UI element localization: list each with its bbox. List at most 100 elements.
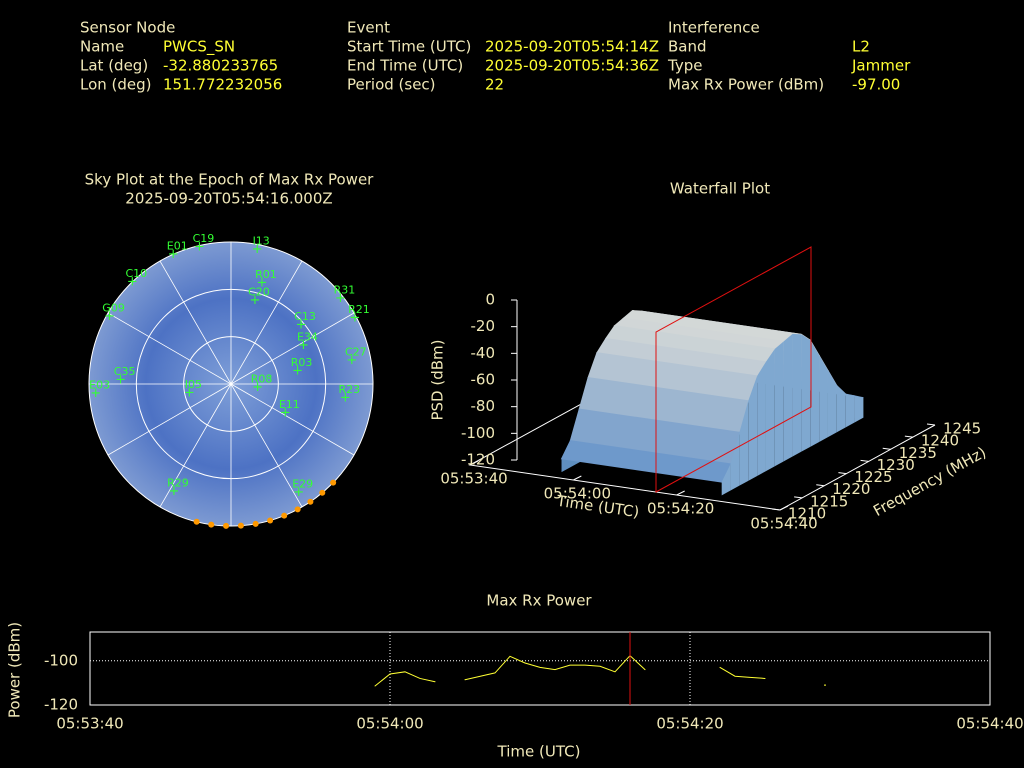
- surface-front: [721, 463, 731, 496]
- satellite-marker: +: [252, 380, 263, 395]
- satellite-label: C19: [193, 232, 215, 245]
- y-tick: [838, 472, 847, 475]
- satellite-marker: +: [298, 338, 309, 353]
- track-point: [330, 479, 337, 486]
- y-tick-label: 1220: [832, 480, 870, 498]
- x-tick-label: 05:54:00: [356, 715, 423, 733]
- field-value: Jammer: [851, 57, 911, 75]
- section-title: Event: [347, 19, 390, 37]
- track-point: [237, 522, 244, 529]
- satellite-label: G09: [102, 302, 125, 315]
- satellite-label: C27: [345, 346, 367, 359]
- z-axis-label: PSD (dBm): [429, 339, 447, 420]
- surface-front: [774, 341, 784, 467]
- surface-front: [810, 340, 820, 447]
- track-point: [281, 512, 288, 519]
- track-point: [223, 522, 230, 529]
- surface-front: [827, 370, 837, 438]
- z-tick-label: -60: [471, 371, 496, 389]
- satellite-marker: +: [292, 364, 303, 379]
- satellite-marker: +: [184, 385, 195, 400]
- x-tick-label: 05:54:40: [956, 715, 1023, 733]
- field-value: 2025-09-20T05:54:14Z: [485, 38, 659, 56]
- track-point: [294, 506, 301, 513]
- satellite-label: C35: [114, 365, 136, 378]
- x-tick-label: 05:53:40: [56, 715, 123, 733]
- y-tick-label: 1215: [810, 492, 848, 510]
- x-tick-label: 05:54:00: [544, 485, 611, 503]
- satellite-marker: +: [168, 247, 179, 262]
- satellite-label: R01: [255, 268, 277, 281]
- satellite-label: C10: [126, 267, 148, 280]
- chart-title: Sky Plot at the Epoch of Max Rx Power: [85, 171, 375, 189]
- surface-front: [845, 394, 855, 428]
- y-axis-label: Power (dBm): [6, 622, 24, 718]
- azimuth-spoke: [159, 260, 232, 385]
- chart-title: Waterfall Plot: [670, 180, 770, 198]
- data-point: [824, 684, 826, 686]
- satellite-marker: +: [340, 391, 351, 406]
- satellite-label: E34: [297, 330, 318, 343]
- y-tick-label: 1240: [921, 432, 959, 450]
- y-tick-label: -120: [44, 696, 78, 714]
- satellite-marker: +: [293, 485, 304, 500]
- satellite-marker: +: [169, 484, 180, 499]
- azimuth-spoke: [230, 312, 355, 385]
- track-point: [319, 489, 326, 496]
- y-tick-label: 1225: [854, 468, 892, 486]
- y-tick: [816, 484, 825, 487]
- satellite-label: R31: [334, 284, 356, 297]
- satellite-marker: +: [194, 240, 205, 255]
- satellite-marker: +: [90, 386, 101, 401]
- track-point: [252, 520, 259, 527]
- section-title: Interference: [668, 19, 760, 37]
- field-value: -32.880233765: [163, 57, 278, 75]
- y-tick-label: 1210: [788, 505, 826, 523]
- track-point: [193, 518, 200, 525]
- z-tick-label: -120: [461, 451, 495, 469]
- y-tick-label: -100: [44, 651, 78, 669]
- satellite-label: E29: [292, 477, 313, 490]
- surface-front: [792, 333, 802, 457]
- y-tick: [771, 508, 781, 511]
- satellite-label: I05: [185, 378, 202, 391]
- satellite-marker: +: [335, 291, 346, 306]
- track-point: [267, 517, 274, 524]
- surface-front: [854, 395, 864, 423]
- satellite-label: R23: [338, 383, 360, 396]
- satellite-label: E03: [89, 378, 110, 391]
- azimuth-spoke: [230, 383, 303, 508]
- surface-front: [730, 432, 740, 491]
- field-value: 2025-09-20T05:54:36Z: [485, 57, 659, 75]
- field-label: End Time (UTC): [347, 57, 463, 75]
- surface-front: [739, 400, 749, 486]
- surface-front: [757, 361, 766, 476]
- satellite-marker: +: [256, 275, 267, 290]
- satellite-marker: +: [296, 318, 307, 333]
- satellite-marker: +: [346, 353, 357, 368]
- azimuth-spoke: [107, 383, 232, 456]
- azimuth-spoke: [107, 312, 232, 385]
- field-label: Lat (deg): [80, 57, 148, 75]
- y-tick: [860, 459, 869, 462]
- satellite-marker: +: [280, 405, 291, 420]
- z-tick-label: -80: [471, 397, 496, 415]
- field-label: Start Time (UTC): [347, 38, 471, 56]
- field-value: L2: [852, 38, 870, 56]
- field-value: 22: [485, 76, 504, 94]
- x-tick: [779, 505, 789, 511]
- x-tick: [676, 490, 685, 496]
- field-label: Name: [80, 38, 124, 56]
- chart-title: Max Rx Power: [486, 592, 592, 610]
- surface-front: [801, 334, 811, 452]
- y-tick: [794, 496, 803, 499]
- satellite-label: I13: [253, 234, 270, 247]
- z-tick-label: 0: [485, 291, 495, 309]
- satellite-label: R03: [291, 356, 313, 369]
- x-tick-label: 05:53:40: [440, 470, 507, 488]
- surface-front: [836, 385, 846, 433]
- azimuth-spoke: [230, 383, 355, 456]
- section-title: Sensor Node: [80, 19, 175, 37]
- satellite-label: E11: [279, 398, 300, 411]
